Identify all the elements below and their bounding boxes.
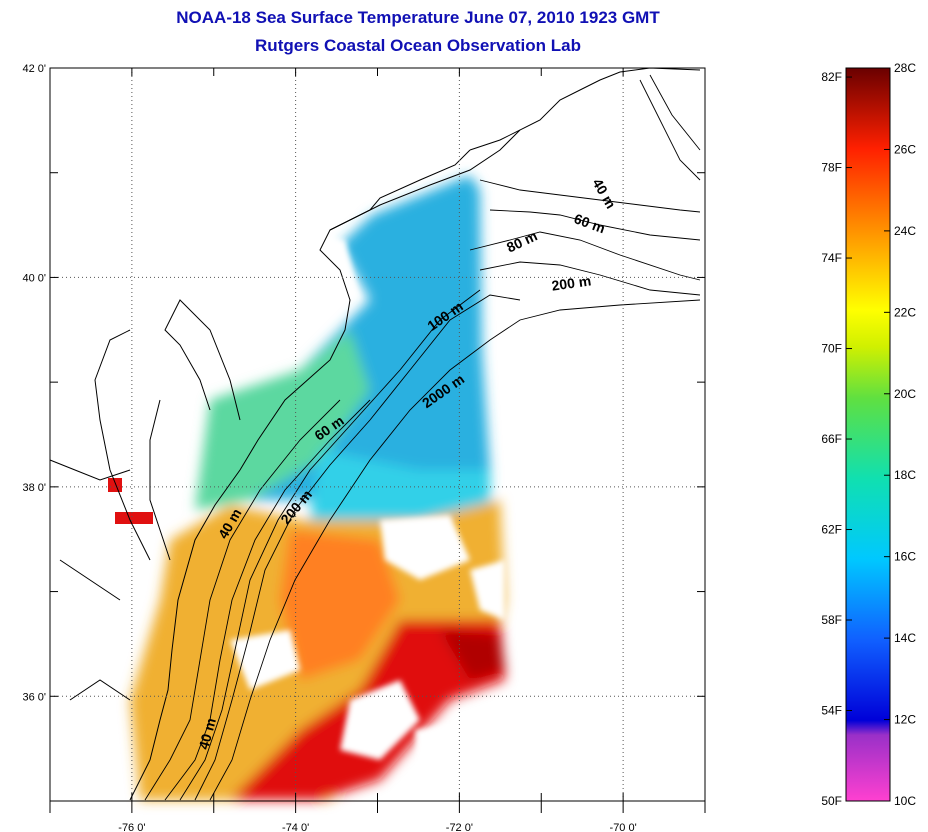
- lon-tick-label: -76 0': [118, 822, 145, 832]
- colorbar-celsius-label: 14C: [894, 631, 916, 645]
- delaware-bay-shore: [164, 299, 241, 421]
- colorbar-fahrenheit-label: 58F: [821, 613, 842, 627]
- lat-tick-label: 38 0': [22, 482, 46, 494]
- map-title-line-2: Rutgers Coastal Ocean Observation Lab: [255, 36, 581, 55]
- cloud-gap-5: [230, 630, 300, 690]
- cloud-gap-3: [340, 680, 420, 760]
- mid-atlantic-coastline: [129, 149, 471, 801]
- inner-bay-coast: [49, 459, 131, 701]
- isobath-40m-south: [144, 399, 341, 801]
- lon-tick-label: -74 0': [282, 822, 309, 832]
- colorbar-celsius-label: 28C: [894, 61, 916, 75]
- colorbar-fahrenheit-label: 66F: [821, 432, 842, 446]
- isobath-100m-south: [179, 289, 481, 801]
- lon-tick-label: -70 0': [610, 822, 637, 832]
- lat-tick-label: 36 0': [22, 691, 46, 703]
- colorbar-fahrenheit-label: 62F: [821, 523, 842, 537]
- sst-cyan-shelf-region: [310, 450, 490, 520]
- isobath-label: 80 m: [504, 227, 540, 255]
- colorbar-fahrenheit-label: 70F: [821, 342, 842, 356]
- isobath-2000m-south: [209, 299, 701, 801]
- isobath-80m-north: [469, 231, 701, 281]
- sst-field: [108, 175, 505, 800]
- colorbar-celsius-label: 20C: [894, 387, 916, 401]
- colorbar-celsius-label: 10C: [894, 794, 916, 808]
- colorbar: 28C 26C 24C 22C 20C 18C 16C 14C 12C 10C 82F 78F 74F 7…: [821, 61, 916, 808]
- isobath-200m-north: [479, 261, 701, 296]
- isobath-label: 200 m: [551, 272, 593, 293]
- cloud-gap-2: [470, 560, 505, 620]
- lat-tick-label: 40 0': [22, 272, 46, 284]
- cloud-gap-1: [380, 515, 470, 580]
- long-island-south-shore: [329, 129, 521, 231]
- colorbar-celsius-label: 22C: [894, 305, 916, 319]
- isobath-label: 40 m: [195, 716, 219, 751]
- sst-hot-patch-bay: [115, 512, 153, 524]
- sst-orange-gulfstream-region: [280, 530, 400, 680]
- colorbar-fahrenheit-label: 54F: [821, 704, 842, 718]
- colorbar-celsius-label: 24C: [894, 224, 916, 238]
- lat-tick-label: 42 0': [22, 63, 46, 75]
- cloud-gap-4: [415, 720, 470, 790]
- cloud-gap-6: [300, 230, 360, 300]
- isobath-label: 40 m: [589, 176, 619, 212]
- isobath-label: 60 m: [572, 210, 607, 236]
- isobath-200m-south: [194, 294, 521, 801]
- colorbar-gradient: [845, 67, 891, 802]
- colorbar-celsius-label: 18C: [894, 468, 916, 482]
- sst-dark-red-core: [440, 630, 505, 680]
- colorbar-fahrenheit-label: 82F: [821, 70, 842, 84]
- sst-cool-nearshore-region: [195, 330, 370, 510]
- colorbar-celsius-label: 12C: [894, 713, 916, 727]
- sst-hot-patch-chesapeake: [108, 478, 122, 492]
- colorbar-fahrenheit-label: 78F: [821, 161, 842, 175]
- isobath-60m-south: [164, 399, 371, 801]
- georges-bank-contours: [639, 74, 701, 181]
- map-title-line-1: NOAA-18 Sea Surface Temperature June 07,…: [176, 8, 660, 27]
- colorbar-fahrenheit-label: 74F: [821, 251, 842, 265]
- isobath-60m-north: [489, 209, 701, 241]
- new-england-coastline: [469, 67, 701, 151]
- colorbar-celsius-label: 26C: [894, 142, 916, 156]
- axis-ticks: [49, 67, 706, 813]
- colorbar-celsius-label: 16C: [894, 550, 916, 564]
- coastline: [49, 67, 701, 801]
- isobaths: [144, 74, 701, 801]
- isobath-40m-north: [479, 179, 701, 213]
- colorbar-fahrenheit-label: 50F: [821, 794, 842, 808]
- axis-labels: 42 0' 40 0' 38 0' 36 0' -76 0' -74 0' -72 0' -7…: [22, 63, 636, 832]
- lon-tick-label: -72 0': [446, 822, 473, 832]
- chesapeake-shore: [94, 329, 171, 561]
